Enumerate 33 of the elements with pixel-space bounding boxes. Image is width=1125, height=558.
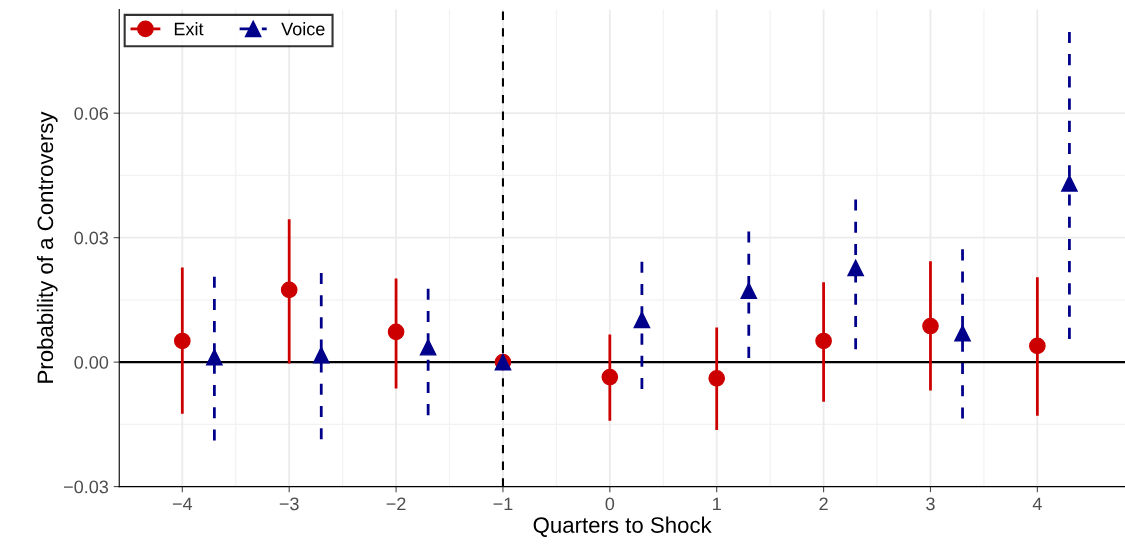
point xyxy=(708,369,726,387)
point xyxy=(1029,337,1046,355)
y-tick-label: 0.00 xyxy=(74,356,109,369)
point xyxy=(847,259,864,277)
point xyxy=(419,338,437,356)
x-tick-label: −4 xyxy=(172,497,193,511)
point xyxy=(312,346,330,364)
x-tick-label: 3 xyxy=(926,497,935,511)
y-tick-label: 0.03 xyxy=(74,231,109,245)
y-tick-label: 0.06 xyxy=(74,107,109,120)
point xyxy=(280,281,298,299)
point xyxy=(815,332,832,350)
y-tick-label: −0.03 xyxy=(64,480,109,494)
x-tick-label: 0 xyxy=(605,497,615,511)
legend-label: Voice xyxy=(281,22,325,36)
x-tick-label: −1 xyxy=(493,497,513,511)
x-tick-label: 4 xyxy=(1032,497,1042,511)
x-tick-label: −2 xyxy=(386,497,406,511)
x-tick-label: −3 xyxy=(279,497,299,511)
point xyxy=(206,348,223,366)
x-tick-label: 1 xyxy=(713,497,721,511)
point xyxy=(601,368,619,386)
point xyxy=(1061,174,1078,192)
point xyxy=(740,282,758,300)
point xyxy=(633,311,651,329)
y-axis-title: Probability of a Controversy xyxy=(36,111,58,383)
point xyxy=(173,332,191,350)
legend-label: Exit xyxy=(174,22,204,36)
x-tick-label: 2 xyxy=(819,497,828,511)
point xyxy=(922,317,939,335)
point xyxy=(387,323,405,341)
x-axis-title: Quarters to Shock xyxy=(533,516,712,537)
point xyxy=(954,324,971,342)
